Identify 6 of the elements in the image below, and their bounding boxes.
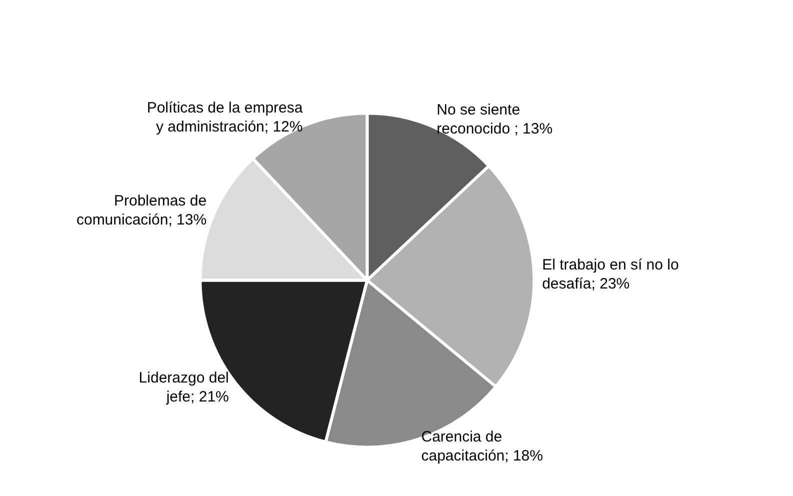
slice-label: Liderazgo del jefe; 21% [138, 370, 229, 406]
slice-label: El trabajo en sí no lo desafía; 23% [542, 256, 679, 293]
slice-label: No se siente reconocido ; 13% [436, 102, 553, 138]
slice-label: Problemas de comunicación; 13% [76, 192, 207, 229]
slice-label: Políticas de la empresa y administración; 12% [146, 100, 304, 136]
slice-label: Carencia de capacitación; 18% [421, 428, 543, 465]
